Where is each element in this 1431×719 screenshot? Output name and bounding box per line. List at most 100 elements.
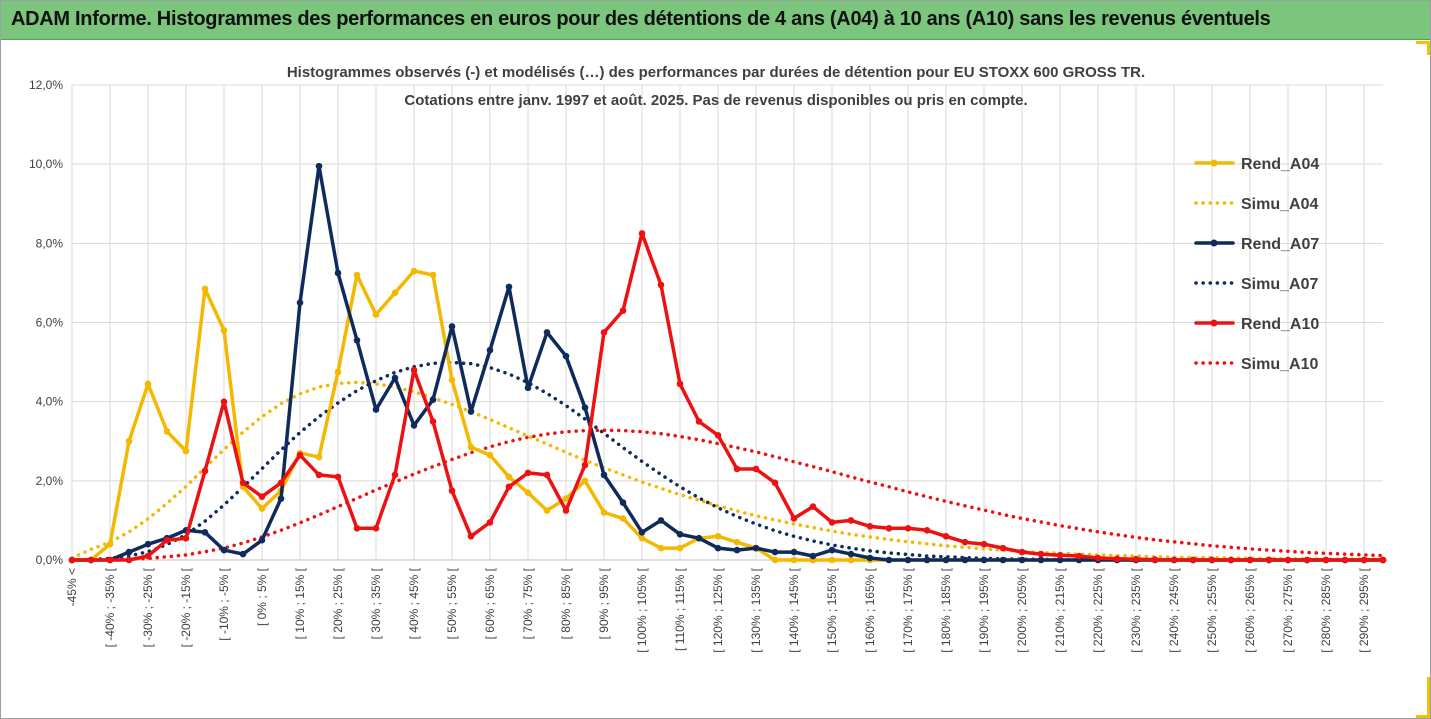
- data-point: [296, 451, 304, 459]
- x-tick-label: [ 60% ; 65% [: [483, 567, 497, 639]
- x-tick-label: [ 160% ; 165% [: [863, 567, 877, 652]
- legend-label-simu_a10: Simu_A10: [1241, 356, 1318, 373]
- data-point: [771, 479, 779, 487]
- data-point: [543, 507, 551, 514]
- data-point: [866, 523, 874, 530]
- x-tick-label: [ 40% ; 45% [: [407, 567, 421, 639]
- chart-grid: [71, 84, 1383, 561]
- chart-subtitle: Cotations entre janv. 1997 et août. 2025…: [404, 92, 1027, 109]
- y-tick-label: 12,0%: [29, 78, 63, 92]
- legend-marker: [1210, 239, 1218, 247]
- x-tick-label: [ 220% ; 225% [: [1091, 567, 1105, 652]
- data-point: [581, 477, 589, 485]
- data-point: [201, 467, 209, 475]
- data-point: [334, 368, 342, 376]
- data-point: [695, 534, 703, 542]
- data-point: [600, 509, 608, 516]
- data-point: [695, 418, 703, 425]
- data-point: [657, 544, 665, 552]
- data-point: [410, 267, 418, 275]
- data-point: [733, 538, 741, 546]
- data-point: [847, 550, 855, 558]
- data-point: [733, 465, 741, 473]
- data-point: [866, 554, 874, 562]
- series-line-rend_a04: [70, 269, 1385, 562]
- x-tick-label: [ 280% ; 285% [: [1319, 567, 1333, 652]
- data-point: [1094, 554, 1102, 562]
- y-tick-label: 6,0%: [36, 316, 64, 330]
- legend-label-rend_a07: Rend_A07: [1241, 236, 1319, 253]
- data-point: [657, 281, 665, 289]
- x-tick-label: [ 270% ; 275% [: [1281, 567, 1295, 652]
- data-point: [315, 162, 323, 170]
- x-tick-label: [ 50% ; 55% [: [445, 567, 459, 639]
- data-point: [429, 271, 437, 279]
- data-point: [999, 544, 1007, 552]
- data-point: [315, 453, 323, 461]
- data-point: [771, 548, 779, 556]
- corner-marker-icon: [1416, 715, 1430, 718]
- data-point: [486, 451, 494, 459]
- data-point: [448, 487, 456, 495]
- data-point: [448, 323, 456, 330]
- data-point: [372, 311, 380, 318]
- data-point: [581, 461, 589, 469]
- data-point: [676, 544, 684, 552]
- data-point: [638, 534, 646, 542]
- chart-series: [68, 162, 1387, 564]
- data-point: [999, 556, 1007, 564]
- data-point: [239, 550, 247, 558]
- data-point: [353, 525, 361, 532]
- legend-label-rend_a04: Rend_A04: [1241, 156, 1319, 173]
- data-point: [1113, 555, 1121, 563]
- data-point: [543, 471, 551, 479]
- x-tick-label: [ 20% ; 25% [: [331, 567, 345, 639]
- x-tick-label: [ 210% ; 215% [: [1053, 567, 1067, 652]
- data-point: [1303, 556, 1311, 564]
- data-point: [752, 544, 760, 552]
- data-point: [353, 337, 361, 344]
- data-point: [657, 517, 665, 524]
- data-point: [410, 366, 418, 374]
- data-point: [1037, 556, 1045, 564]
- data-point: [1265, 556, 1273, 564]
- data-point: [1208, 556, 1216, 564]
- y-tick-label: 4,0%: [36, 395, 64, 409]
- data-point: [353, 271, 361, 279]
- corner-marker-icon: [1427, 677, 1430, 717]
- data-point: [258, 505, 266, 512]
- data-point: [1227, 556, 1235, 564]
- x-tick-label: [ 130% ; 135% [: [749, 567, 763, 652]
- data-point: [714, 532, 722, 540]
- data-point: [391, 471, 399, 479]
- x-tick-label: [ -30% ; -25% [: [141, 567, 155, 647]
- data-point: [790, 548, 798, 556]
- x-tick-label: [ 250% ; 255% [: [1205, 567, 1219, 652]
- data-point: [106, 556, 114, 564]
- data-point: [619, 499, 627, 506]
- data-point: [1037, 550, 1045, 558]
- y-tick-label: 8,0%: [36, 236, 64, 250]
- data-point: [372, 406, 380, 413]
- legend-label-simu_a07: Simu_A07: [1241, 276, 1318, 293]
- data-point: [1246, 556, 1254, 564]
- data-point: [809, 503, 817, 510]
- data-point: [1151, 556, 1159, 563]
- corner-marker-icon: [1427, 41, 1430, 55]
- data-point: [163, 536, 171, 544]
- x-tick-label: [ 180% ; 185% [: [939, 567, 953, 652]
- data-point: [638, 528, 646, 536]
- data-point: [1132, 555, 1140, 563]
- data-point: [1018, 548, 1026, 556]
- x-tick-label: [ 200% ; 205% [: [1015, 567, 1029, 652]
- data-point: [1341, 556, 1349, 564]
- x-tick-label: [ 120% ; 125% [: [711, 567, 725, 652]
- x-tick-label: [ 30% ; 35% [: [369, 567, 383, 639]
- x-tick-label: [ 100% ; 105% [: [635, 567, 649, 652]
- x-tick-label: [ -10% ; -5% [: [217, 567, 231, 640]
- data-point: [182, 534, 190, 542]
- data-point: [87, 556, 95, 564]
- data-point: [771, 556, 779, 564]
- data-point: [733, 546, 741, 554]
- data-point: [1056, 556, 1064, 564]
